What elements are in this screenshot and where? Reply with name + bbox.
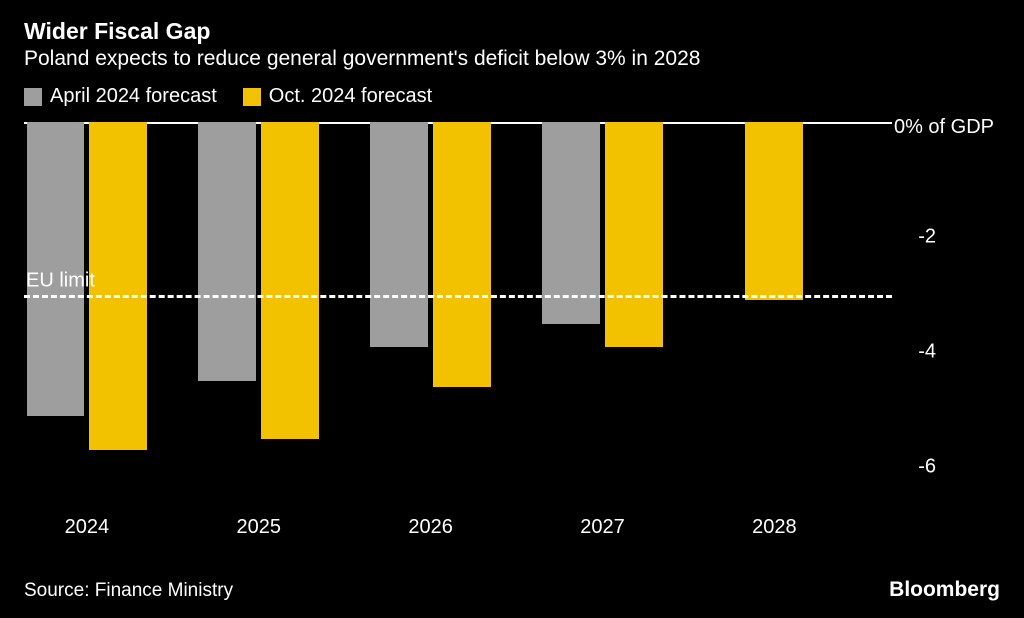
bar-series-a	[370, 122, 428, 347]
bar-group	[196, 122, 322, 502]
bar-group	[540, 122, 666, 502]
plot-area: 0% of GDP -2-4-6EU limit	[24, 122, 892, 502]
legend-label-a: April 2024 forecast	[50, 85, 217, 108]
bar-series-b	[261, 122, 319, 439]
y-tick-label: -2	[918, 226, 936, 249]
eu-limit-label: EU limit	[26, 269, 95, 292]
source-text: Source: Finance Ministry	[24, 580, 233, 602]
legend-swatch-a	[24, 88, 42, 106]
chart-title: Wider Fiscal Gap	[24, 18, 1000, 45]
bar-group	[368, 122, 494, 502]
x-tick-label: 2028	[752, 516, 797, 539]
chart-subtitle: Poland expects to reduce general governm…	[24, 47, 1000, 71]
chart-area: 0% of GDP -2-4-6EU limit	[24, 122, 1000, 510]
legend-label-b: Oct. 2024 forecast	[269, 85, 432, 108]
y-tick-label: -6	[918, 456, 936, 479]
y-axis-title: 0% of GDP	[894, 116, 994, 139]
bar-series-b	[605, 122, 663, 347]
legend-swatch-b	[243, 88, 261, 106]
bar-series-b	[433, 122, 491, 387]
x-tick-label: 2025	[237, 516, 282, 539]
bars-layer	[24, 122, 892, 502]
x-tick-label: 2027	[580, 516, 625, 539]
legend: April 2024 forecast Oct. 2024 forecast	[24, 85, 1000, 108]
x-tick-label: 2024	[65, 516, 110, 539]
x-tick-label: 2026	[408, 516, 453, 539]
bar-group	[24, 122, 150, 502]
legend-item-b: Oct. 2024 forecast	[243, 85, 432, 108]
bar-series-b	[89, 122, 147, 450]
eu-limit-line	[24, 295, 892, 298]
bar-group	[711, 122, 837, 502]
footer: Source: Finance Ministry Bloomberg	[24, 578, 1000, 602]
legend-item-a: April 2024 forecast	[24, 85, 217, 108]
bar-series-a	[542, 122, 600, 324]
y-tick-label: -4	[918, 341, 936, 364]
bar-series-a	[198, 122, 256, 381]
x-axis-labels: 2024 2025 2026 2027 2028	[24, 516, 892, 542]
bar-series-b	[745, 122, 803, 300]
brand-logo: Bloomberg	[889, 578, 1000, 602]
